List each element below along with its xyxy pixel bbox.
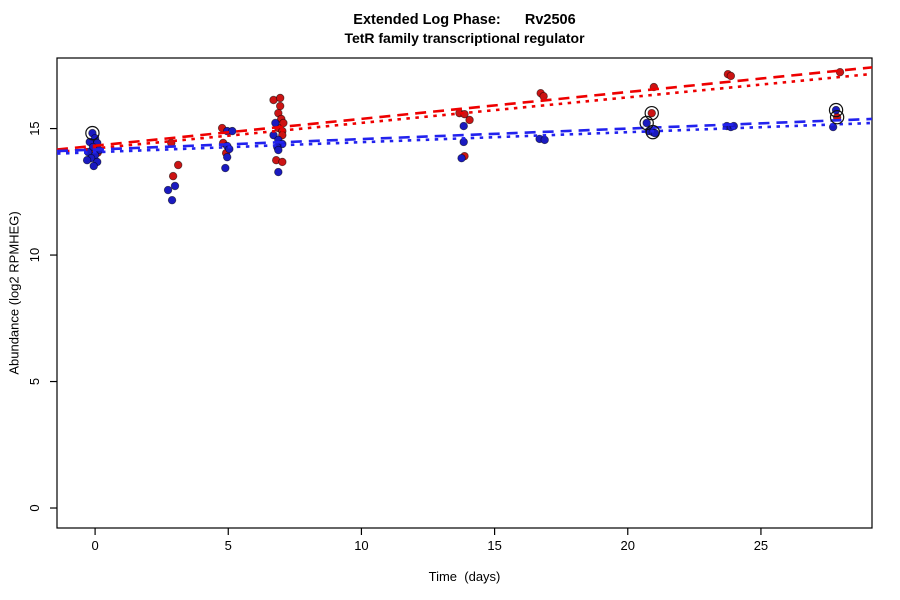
data-point-blue-condition: [222, 152, 232, 162]
data-point-blue-condition: [540, 135, 549, 145]
data-point-blue-condition: [274, 167, 283, 177]
data-point-red-condition: [465, 115, 474, 125]
data-point-blue-condition: [228, 126, 237, 136]
data-point-red-condition: [275, 93, 285, 103]
x-tick-label: 15: [487, 538, 501, 553]
y-axis-label: Abundance (log2 RPMHEG): [6, 211, 22, 375]
x-axis-label: Time (days): [428, 569, 501, 584]
data-point-blue-condition: [221, 163, 230, 173]
highlight-ring: [829, 109, 845, 125]
data-point-red-condition: [647, 108, 656, 118]
data-point-blue-condition: [89, 161, 98, 171]
chart-title: Extended Log Phase: Rv2506: [353, 12, 576, 28]
trend-line-blue-dotted: [56, 121, 873, 155]
y-tick-label: 5: [27, 378, 42, 385]
trend-line-red-dashed: [56, 66, 873, 151]
data-point-blue-condition: [167, 195, 177, 205]
y-tick-label: 10: [27, 248, 42, 262]
data-point-red-condition: [726, 71, 736, 81]
data-point-blue-condition: [170, 181, 180, 191]
data-point-red-condition: [275, 101, 285, 111]
data-point-blue-condition: [457, 153, 466, 163]
x-tick-label: 25: [754, 538, 768, 553]
data-point-red-condition: [539, 91, 548, 101]
chart-subtitle: TetR family transcriptional regulator: [344, 30, 585, 46]
data-point-red-condition: [168, 171, 178, 181]
highlight-ring: [85, 125, 100, 141]
data-point-blue-condition: [163, 185, 173, 195]
y-tick-label: 0: [27, 504, 42, 511]
data-point-blue-condition: [82, 155, 92, 165]
highlight-ring: [645, 124, 661, 140]
x-tick-label: 20: [621, 538, 635, 553]
y-tick-label: 15: [27, 121, 42, 135]
trend-line-red-dotted: [56, 72, 873, 154]
data-point-blue-condition: [271, 118, 280, 128]
data-point-red-condition: [835, 67, 845, 77]
highlight-ring: [828, 102, 844, 118]
x-tick-label: 5: [225, 538, 232, 553]
trend-line-blue-dashed: [56, 117, 873, 153]
x-tick-label: 10: [354, 538, 368, 553]
data-point-blue-condition: [642, 118, 651, 128]
data-point-red-condition: [278, 157, 287, 167]
x-tick-label: 0: [91, 538, 98, 553]
data-point-blue-condition: [459, 121, 468, 131]
data-point-red-condition: [173, 160, 183, 170]
plot-box: [56, 57, 873, 529]
data-point-blue-condition: [274, 145, 283, 155]
